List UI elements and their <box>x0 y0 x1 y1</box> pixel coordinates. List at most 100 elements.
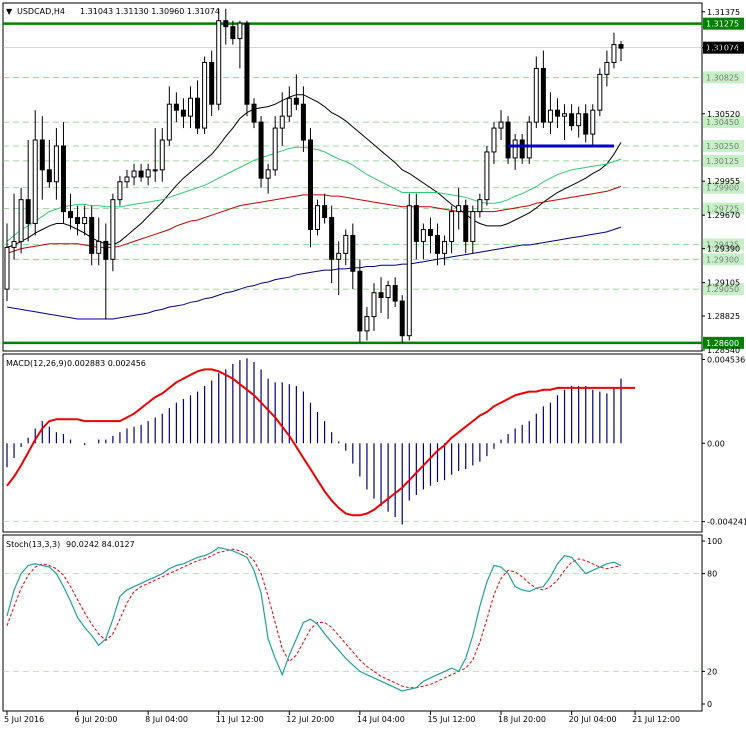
candle-body <box>420 228 426 242</box>
candle-body <box>399 300 405 337</box>
candle <box>202 56 208 135</box>
candle <box>392 277 398 308</box>
candle <box>533 56 539 129</box>
candle <box>413 193 419 260</box>
level-price-box <box>703 71 744 84</box>
candle <box>39 116 45 200</box>
candle <box>597 68 603 117</box>
level-price-label: 1.30825 <box>706 73 739 82</box>
candle-body <box>18 199 24 242</box>
candle-body <box>180 109 186 117</box>
candle-body <box>505 121 511 159</box>
candle <box>152 128 158 182</box>
candle <box>300 86 306 152</box>
candle-body <box>39 139 45 171</box>
macd-signal-line <box>6 368 636 517</box>
level-price-box <box>703 181 744 194</box>
candle-body <box>526 121 532 159</box>
level-price-box <box>703 139 744 152</box>
candle-body <box>597 73 603 111</box>
candle <box>286 86 292 123</box>
candle <box>279 92 285 146</box>
candle-body <box>96 240 102 254</box>
candle-body <box>173 103 179 111</box>
candle-body <box>187 97 193 117</box>
level-price-box <box>703 253 744 266</box>
candle <box>336 241 342 296</box>
level-price-box <box>703 283 744 296</box>
level-price-box <box>703 238 744 251</box>
candle-body <box>258 121 264 179</box>
candle <box>322 193 328 224</box>
candle-body <box>237 22 243 40</box>
candle-body <box>230 26 236 40</box>
candle-body <box>272 127 278 171</box>
candle-body <box>209 61 215 105</box>
level-price-box <box>703 336 744 349</box>
candle <box>209 50 215 117</box>
candle-body <box>604 61 610 75</box>
candle-body <box>145 169 151 178</box>
candle <box>484 145 490 206</box>
candle <box>244 20 250 117</box>
moving-average-line <box>6 94 622 248</box>
candle-body <box>427 228 433 236</box>
candle-body <box>512 139 518 159</box>
candle <box>526 116 532 164</box>
price-tick-label: 1.31375 <box>707 8 740 17</box>
dropdown-arrow-icon[interactable]: ▼ <box>6 7 13 16</box>
candle <box>350 223 356 290</box>
candle <box>53 128 59 200</box>
candle <box>293 74 299 111</box>
candle <box>604 50 610 87</box>
chart-header: ▼ USDCAD,H4 1.31043 1.31130 1.30960 1.31… <box>6 7 220 16</box>
level-price-box <box>703 154 744 167</box>
candle-body <box>392 285 398 302</box>
candle-body <box>89 217 95 254</box>
candle-body <box>498 121 504 129</box>
candle <box>138 163 144 182</box>
candle-body <box>576 113 582 127</box>
stoch-tick-label: 20 <box>707 667 717 676</box>
candle-body <box>286 97 292 117</box>
candle <box>89 205 95 266</box>
candle-body <box>293 97 299 105</box>
price-tick-label: 1.29390 <box>707 245 740 254</box>
time-tick-label: 8 Jul 04:00 <box>145 715 188 724</box>
candle-body <box>117 181 123 201</box>
candle-body <box>336 252 342 260</box>
level-price-label: 1.30250 <box>706 142 739 151</box>
stoch-pane-frame <box>2 534 703 712</box>
candle <box>385 280 391 319</box>
ohlc-values: 1.31043 1.31130 1.30960 1.31074 <box>80 7 220 16</box>
candle-body <box>110 199 116 260</box>
candle-body <box>449 211 455 242</box>
level-price-box <box>703 17 744 30</box>
candle <box>449 205 455 254</box>
candle <box>265 163 271 194</box>
macd-tick-label: 0.004536 <box>707 356 745 365</box>
candle-body <box>611 44 617 63</box>
candle-body <box>569 113 575 127</box>
candle-body <box>103 240 109 260</box>
candle <box>315 199 321 236</box>
price-tick-label: 1.28540 <box>707 346 740 355</box>
candle <box>131 163 137 186</box>
candle <box>611 32 617 69</box>
candle-body <box>300 103 306 141</box>
candle <box>180 98 186 129</box>
candle-body <box>307 139 313 230</box>
candle-body <box>357 270 363 332</box>
candle-body <box>152 169 158 172</box>
macd-tick-label: -0.004241 <box>707 518 746 527</box>
level-price-label: 1.29425 <box>706 240 739 249</box>
candle <box>547 92 553 135</box>
macd-indicator: 0.004536 0.00 -0.004241 <box>3 356 746 527</box>
symbol-timeframe: USDCAD,H4 <box>17 7 65 16</box>
candle-body <box>68 211 74 219</box>
candle-body <box>435 234 441 254</box>
stoch-signal-line <box>6 548 622 689</box>
macd-values: 0.002883 0.002456 <box>67 359 146 368</box>
candle <box>406 193 412 341</box>
candle <box>4 223 10 302</box>
